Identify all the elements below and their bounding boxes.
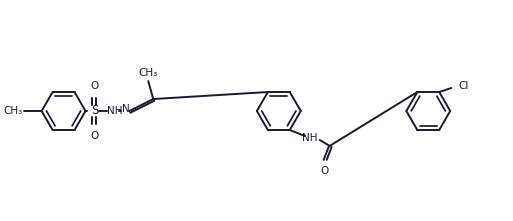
Text: NH: NH [302, 133, 318, 143]
Text: CH₃: CH₃ [139, 68, 158, 78]
Text: N: N [123, 104, 130, 114]
Text: O: O [90, 81, 98, 91]
Text: NH: NH [107, 106, 122, 116]
Text: CH₃: CH₃ [4, 106, 23, 116]
Text: O: O [90, 131, 98, 141]
Text: Cl: Cl [458, 81, 468, 91]
Text: O: O [321, 166, 329, 176]
Text: S: S [91, 105, 98, 118]
